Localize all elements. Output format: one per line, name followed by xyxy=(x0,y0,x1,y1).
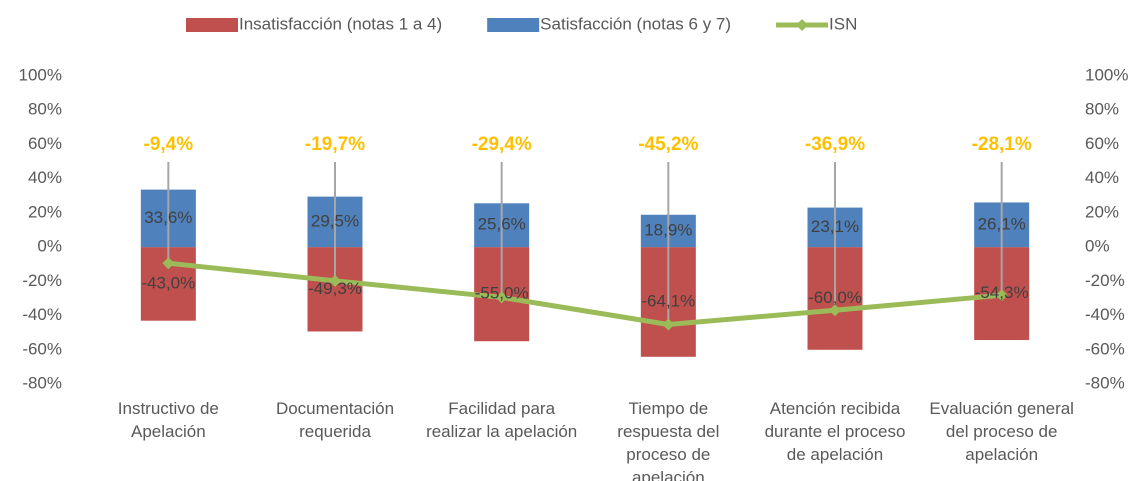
y-tick-label: -40% xyxy=(22,305,62,324)
x-tick-label: Instructivo de Apelación xyxy=(118,399,219,441)
isn-label: -9,4% xyxy=(144,134,194,155)
legend-swatch xyxy=(796,19,809,31)
legend-label: Satisfacción (notas 6 y 7) xyxy=(540,14,731,33)
data-label: -55,0% xyxy=(475,284,529,303)
y-tick-label: 0% xyxy=(37,237,62,256)
x-tick-label: Tiempo de respuesta del proceso de apelació… xyxy=(617,399,719,481)
y2-tick-label: 100% xyxy=(1085,65,1128,84)
isn-label: -28,1% xyxy=(972,134,1032,155)
y-tick-label: -20% xyxy=(22,271,62,290)
y2-tick-label: 80% xyxy=(1085,100,1119,119)
data-label: 33,6% xyxy=(144,208,192,227)
legend-swatch xyxy=(186,18,238,32)
data-label: 25,6% xyxy=(478,215,526,234)
y-tick-label: 60% xyxy=(28,134,62,153)
isn-line xyxy=(168,260,1002,327)
isn-label: -45,2% xyxy=(638,134,698,155)
isn-label: -36,9% xyxy=(805,134,865,155)
y2-tick-label: 40% xyxy=(1085,168,1119,187)
y2-tick-label: -80% xyxy=(1085,373,1125,392)
legend-swatch xyxy=(487,18,540,32)
x-tick-label: Atención recibida durante el proceso de ap… xyxy=(765,399,906,464)
legend-label: ISN xyxy=(829,14,857,33)
data-label: 29,5% xyxy=(311,211,359,230)
data-label: -60,0% xyxy=(808,288,862,307)
isn-label: -19,7% xyxy=(305,134,365,155)
y2-tick-label: -40% xyxy=(1085,305,1125,324)
isn-marker xyxy=(495,291,508,304)
x-tick-label: Documentación requerida xyxy=(276,399,394,441)
isn-marker xyxy=(329,274,341,287)
y2-tick-label: 0% xyxy=(1085,237,1110,256)
y-tick-label: -80% xyxy=(22,373,62,392)
data-label: 23,1% xyxy=(811,217,859,236)
data-label: -54,3% xyxy=(975,283,1029,302)
x-tick-label: Evaluación general del proceso de apelació… xyxy=(929,399,1074,464)
y2-tick-label: -60% xyxy=(1085,339,1125,358)
data-label: -64,1% xyxy=(641,291,695,310)
y-tick-label: 100% xyxy=(19,65,62,84)
data-label: 26,1% xyxy=(978,214,1026,233)
legend-label: Insatisfacción (notas 1 a 4) xyxy=(239,14,442,33)
isn-marker xyxy=(662,318,675,331)
y2-tick-label: -20% xyxy=(1085,271,1125,290)
isn-marker xyxy=(162,257,175,270)
y2-tick-label: 20% xyxy=(1085,202,1119,221)
isn-marker xyxy=(995,289,1008,302)
y-tick-label: -60% xyxy=(22,339,62,358)
x-tick-label: Facilidad para realizar la apelación xyxy=(426,399,577,441)
y-tick-label: 40% xyxy=(28,168,62,187)
y-tick-label: 80% xyxy=(28,100,62,119)
isn-marker xyxy=(829,304,841,317)
data-label: -49,3% xyxy=(308,279,362,298)
isn-label: -29,4% xyxy=(472,134,532,155)
data-label: 18,9% xyxy=(644,220,692,239)
data-label: -43,0% xyxy=(141,273,195,292)
y-tick-label: 20% xyxy=(28,202,62,221)
y2-tick-label: 60% xyxy=(1085,134,1119,153)
